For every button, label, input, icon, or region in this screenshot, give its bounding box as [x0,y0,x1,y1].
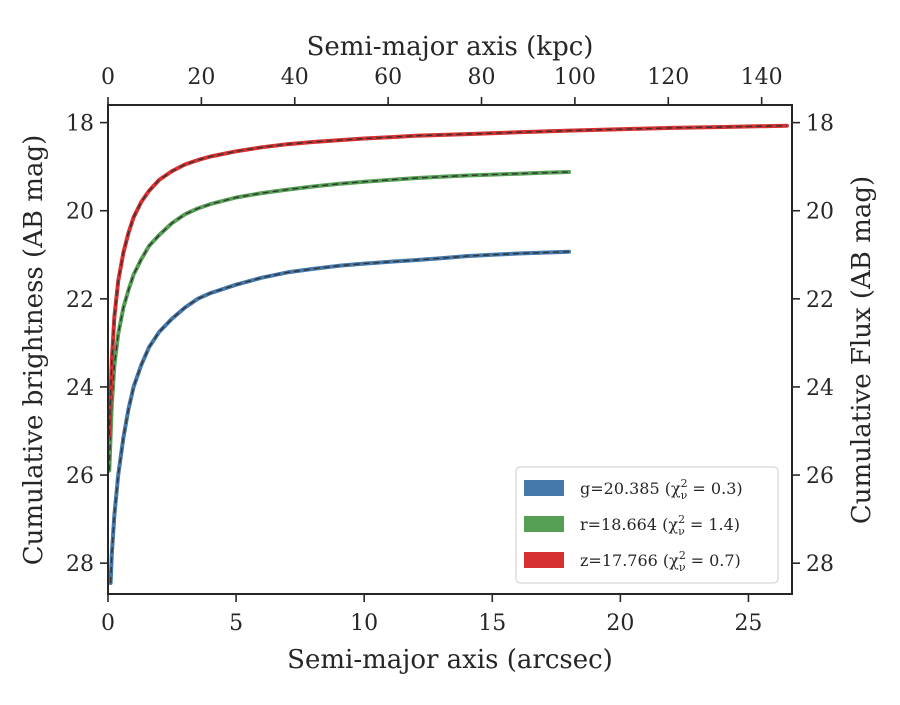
y-tick-label: 26 [66,464,94,489]
series-model-line-0 [109,251,570,584]
x-axis-ticks-top: 0 20 40 60 80 100 120 140 [101,65,783,105]
x-top-tick-label: 140 [741,65,783,90]
y-tick-label: 20 [66,200,94,225]
legend-chi-value: = 0.7) [686,551,741,570]
x-tick-label: 5 [229,611,243,636]
x-top-tick-label: 60 [374,65,402,90]
legend-frame [515,466,779,584]
legend-chi-sub: ν [679,561,686,574]
series-model-line-1 [108,171,570,471]
y-axis-ticks-left: 18 20 22 24 26 28 [66,112,108,577]
legend-chi-sub: ν [681,489,688,502]
x-tick-label: 25 [734,611,762,636]
legend-chi-sup: 2 [679,549,686,562]
y-right-tick-label: 22 [806,288,834,313]
y-tick-label: 24 [66,376,94,401]
y-axis-right-label: Cumulative Flux (AB mag) [847,176,877,524]
legend: g=20.385 (χ2 ν = 0.3)r=18.664 (χ2 ν = 1.4)… [515,466,779,584]
x-tick-label: 0 [101,611,115,636]
legend-label: r=18.664 (χ2 ν = 1.4) [580,513,740,538]
legend-chi-value: = 0.3) [687,479,742,498]
legend-swatch [524,480,564,496]
y-tick-label: 28 [66,552,94,577]
legend-name: r=18.664 (χ [580,515,678,534]
series-model-line-2 [108,125,787,436]
x-top-tick-label: 100 [554,65,596,90]
y-tick-label: 22 [66,288,94,313]
y-right-tick-label: 26 [806,464,834,489]
legend-chi-sub: ν [678,525,685,538]
x-top-tick-label: 80 [468,65,496,90]
plot-border [107,104,793,595]
legend-name: g=20.385 (χ [580,479,681,498]
x-axis-ticks-bottom: 0 5 10 15 20 25 [101,594,762,636]
plot-frame [107,104,793,595]
x-tick-label: 10 [350,611,378,636]
legend-name: z=17.766 (χ [580,551,679,570]
series-line-1 [107,170,572,473]
legend-label: z=17.766 (χ2 ν = 0.7) [580,549,741,574]
x-tick-label: 15 [478,611,506,636]
x-top-tick-label: 0 [101,65,115,90]
y-axis-ticks-right: 18 20 22 24 26 28 [792,112,834,577]
legend-swatch [524,516,564,532]
legend-label: g=20.385 (χ2 ν = 0.3) [580,477,743,502]
y-right-tick-label: 28 [806,552,834,577]
x-top-tick-label: 120 [647,65,689,90]
plot-curves [107,123,789,585]
legend-chi-sup: 2 [678,513,685,526]
y-tick-label: 18 [66,112,94,137]
y-right-tick-label: 20 [806,200,834,225]
y-right-tick-label: 24 [806,376,834,401]
y-axis-label: Cumulative brightness (AB mag) [19,135,49,566]
legend-swatch [524,552,564,568]
x-axis-top-label: Semi-major axis (kpc) [307,32,594,62]
y-right-tick-label: 18 [806,112,834,137]
legend-chi-sup: 2 [681,477,688,490]
x-top-tick-label: 40 [281,65,309,90]
series-line-0 [108,249,572,585]
legend-chi-value: = 1.4) [685,515,740,534]
x-axis-label: Semi-major axis (arcsec) [287,645,613,675]
x-tick-label: 20 [606,611,634,636]
x-top-tick-label: 20 [187,65,215,90]
series-line-2 [107,123,789,438]
